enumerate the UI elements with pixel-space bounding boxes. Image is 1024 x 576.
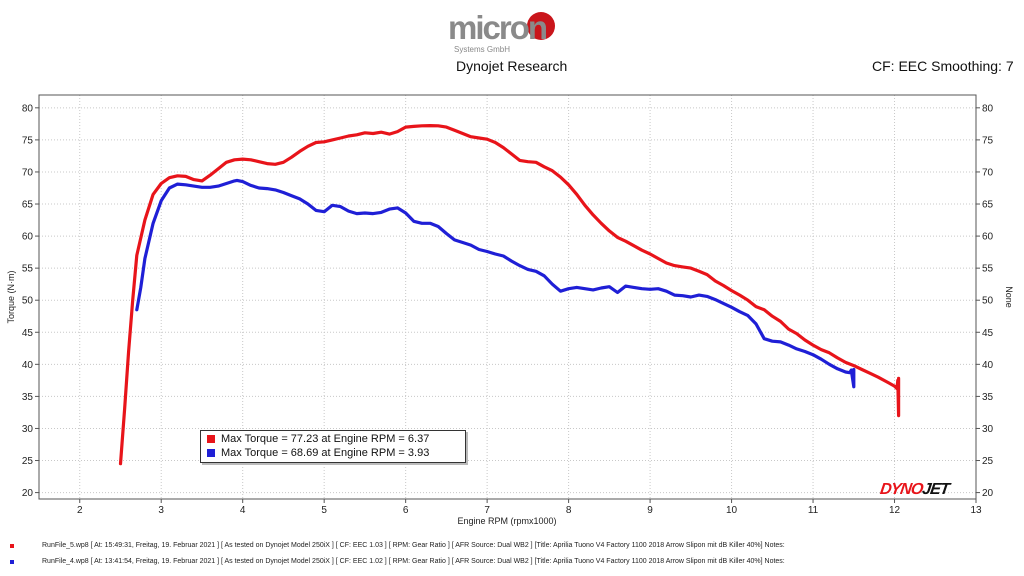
grid-layer — [39, 95, 976, 499]
legend-swatch-blue — [207, 449, 215, 457]
x-axis-label: Engine RPM (rpmx1000) — [457, 516, 556, 526]
x-tick-label: 12 — [889, 505, 901, 516]
chart-title: Dynojet Research — [456, 58, 568, 74]
y-tick-label-right: 80 — [982, 103, 994, 114]
footer-text-blue: RunFile_4.wp8 [ At: 13:41:54, Freitag, 1… — [42, 558, 785, 565]
x-tick-label: 3 — [158, 505, 164, 516]
y-tick-label-right: 75 — [982, 135, 994, 146]
y-tick-label-left: 45 — [22, 328, 34, 339]
footer-swatch-red — [10, 543, 14, 548]
y-tick-label-right: 25 — [982, 456, 994, 467]
y-tick-label-left: 80 — [22, 103, 34, 114]
footer-swatch-blue — [10, 559, 14, 564]
x-tick-label: 8 — [566, 505, 572, 516]
dynojet-logo: DYNOJET — [879, 481, 950, 499]
plot-area — [38, 94, 977, 500]
y-tick-label-right: 20 — [982, 488, 994, 499]
y-tick-label-left: 50 — [22, 296, 34, 307]
legend-box: Max Torque = 77.23 at Engine RPM = 6.37 … — [200, 430, 466, 463]
dynojet-logo-part-b: JET — [921, 481, 950, 498]
y-tick-label-right: 50 — [982, 296, 994, 307]
y-tick-label-right: 55 — [982, 264, 994, 275]
footer-text-red: RunFile_5.wp8 [ At: 15:49:31, Freitag, 1… — [42, 542, 785, 549]
y-tick-label-right: 35 — [982, 392, 994, 403]
x-tick-label: 9 — [647, 505, 653, 516]
micron-logo-graphic: micron Systems GmbH — [448, 9, 555, 54]
y-tick-label-left: 55 — [22, 264, 34, 275]
x-tick-label: 10 — [726, 505, 738, 516]
logo-subtext: Systems GmbH — [454, 45, 510, 54]
series-line-RunFile_4 — [135, 178, 856, 389]
y-tick-label-right: 40 — [982, 360, 994, 371]
x-tick-label: 5 — [321, 505, 327, 516]
y-tick-label-left: 30 — [22, 424, 34, 435]
y-tick-label-right: 30 — [982, 424, 994, 435]
y-tick-label-right: 45 — [982, 328, 994, 339]
footer-run-blue: RunFile_4.wp8 [ At: 13:41:54, Freitag, 1… — [10, 558, 785, 565]
y-tick-label-left: 75 — [22, 135, 34, 146]
y-tick-label-left: 35 — [22, 392, 34, 403]
logo-red-circle — [527, 12, 555, 40]
x-tick-label: 11 — [808, 505, 819, 516]
y-axis-right-label: None — [1004, 286, 1014, 308]
y-tick-label-right: 65 — [982, 200, 994, 211]
legend-text-red: Max Torque = 77.23 at Engine RPM = 6.37 — [221, 433, 430, 445]
y-tick-label-left: 40 — [22, 360, 34, 371]
x-tick-label: 13 — [970, 505, 982, 516]
dynojet-logo-part-a: DYNO — [878, 481, 924, 498]
x-tick-label: 7 — [484, 505, 490, 516]
y-axis-label: Torque (N·m) — [6, 270, 16, 323]
y-tick-label-left: 25 — [22, 456, 34, 467]
y-tick-label-right: 70 — [982, 167, 994, 178]
y-tick-label-left: 65 — [22, 200, 34, 211]
series-line-RunFile_5 — [118, 123, 901, 466]
x-tick-label: 2 — [77, 505, 83, 516]
micron-logo: micron Systems GmbH — [440, 6, 580, 58]
y-tick-label-left: 60 — [22, 232, 34, 243]
series-layer — [118, 123, 901, 466]
legend-text-blue: Max Torque = 68.69 at Engine RPM = 3.93 — [221, 447, 430, 459]
y-tick-label-left: 70 — [22, 167, 34, 178]
x-tick-label: 6 — [403, 505, 409, 516]
legend-swatch-red — [207, 435, 215, 443]
footer-run-red: RunFile_5.wp8 [ At: 15:49:31, Freitag, 1… — [10, 542, 785, 549]
y-tick-label-left: 20 — [22, 488, 34, 499]
logo-text: micron — [448, 9, 547, 46]
x-tick-label: 4 — [240, 505, 246, 516]
legend-item-red: Max Torque = 77.23 at Engine RPM = 6.37 — [201, 432, 465, 446]
legend-item-blue: Max Torque = 68.69 at Engine RPM = 3.93 — [201, 446, 465, 460]
y-tick-label-right: 60 — [982, 232, 994, 243]
cf-smoothing-label: CF: EEC Smoothing: 7 — [872, 58, 1014, 74]
